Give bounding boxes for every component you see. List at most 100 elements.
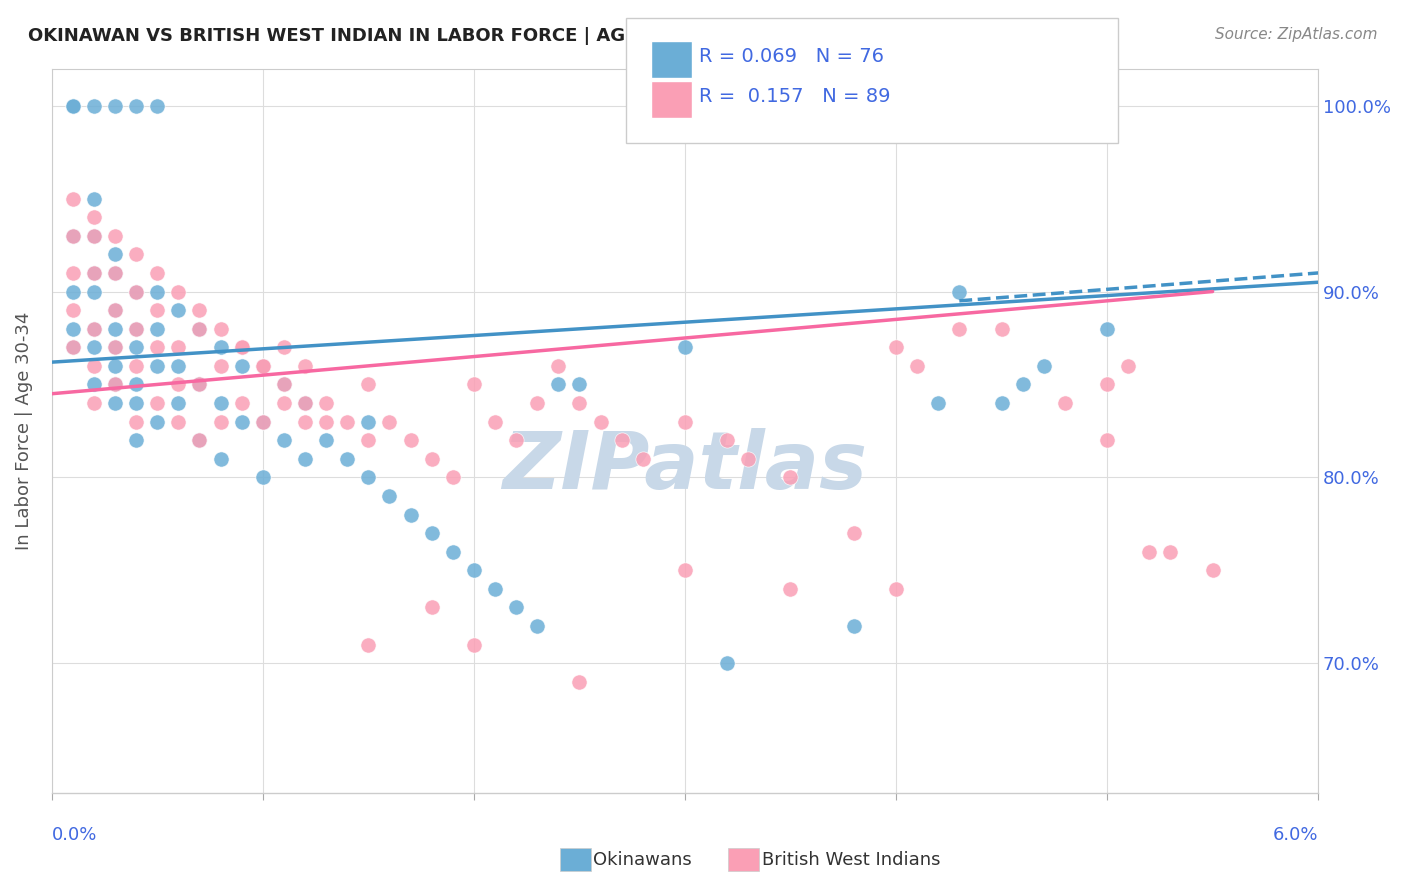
Point <box>526 619 548 633</box>
Point <box>779 582 801 596</box>
Point <box>62 266 84 280</box>
Point <box>125 285 148 299</box>
Point <box>188 377 211 392</box>
Point <box>1095 321 1118 335</box>
Point <box>273 377 295 392</box>
Point <box>188 321 211 335</box>
Point <box>420 600 443 615</box>
Point <box>294 396 316 410</box>
Point <box>631 451 654 466</box>
Point <box>104 266 127 280</box>
Point <box>146 396 169 410</box>
Point <box>378 489 401 503</box>
Point <box>62 340 84 354</box>
Point <box>948 321 970 335</box>
Point <box>315 415 337 429</box>
Point <box>547 377 569 392</box>
Point <box>104 247 127 261</box>
Point <box>83 359 105 373</box>
Point <box>125 321 148 335</box>
Point <box>209 321 232 335</box>
Point <box>146 415 169 429</box>
Point <box>188 433 211 447</box>
Point <box>779 470 801 484</box>
Text: British West Indians: British West Indians <box>762 851 941 869</box>
Y-axis label: In Labor Force | Age 30-34: In Labor Force | Age 30-34 <box>15 311 32 550</box>
Point <box>83 396 105 410</box>
Point <box>83 210 105 224</box>
Point <box>378 415 401 429</box>
Point <box>990 396 1012 410</box>
Point <box>357 415 380 429</box>
Point <box>83 266 105 280</box>
Point <box>252 359 274 373</box>
Point <box>1011 377 1033 392</box>
Point <box>273 377 295 392</box>
Point <box>209 340 232 354</box>
Point <box>568 377 591 392</box>
Point <box>884 582 907 596</box>
Point <box>568 674 591 689</box>
Point <box>357 470 380 484</box>
Point <box>104 340 127 354</box>
Point <box>484 415 506 429</box>
Point <box>167 285 190 299</box>
Point <box>273 433 295 447</box>
Point <box>505 433 527 447</box>
Point <box>167 359 190 373</box>
Point <box>125 415 148 429</box>
Point <box>526 396 548 410</box>
Text: R = 0.069   N = 76: R = 0.069 N = 76 <box>699 46 884 66</box>
Point <box>1032 359 1054 373</box>
Point <box>62 321 84 335</box>
Point <box>188 433 211 447</box>
Point <box>273 340 295 354</box>
Point <box>884 340 907 354</box>
Point <box>188 321 211 335</box>
Text: Okinawans: Okinawans <box>593 851 692 869</box>
Point <box>146 98 169 112</box>
Point <box>252 359 274 373</box>
Point <box>610 433 633 447</box>
Point <box>948 285 970 299</box>
Point <box>167 340 190 354</box>
Point <box>252 470 274 484</box>
Point <box>842 619 865 633</box>
Point <box>62 228 84 243</box>
Point <box>167 377 190 392</box>
Point <box>104 359 127 373</box>
Point <box>505 600 527 615</box>
Point <box>125 433 148 447</box>
Point <box>231 340 253 354</box>
Point <box>83 321 105 335</box>
Point <box>252 359 274 373</box>
Point <box>399 433 422 447</box>
Point <box>125 359 148 373</box>
Point <box>104 396 127 410</box>
Point <box>737 451 759 466</box>
Point <box>315 433 337 447</box>
Point <box>441 544 464 558</box>
Point <box>231 396 253 410</box>
Point <box>294 359 316 373</box>
Point <box>294 415 316 429</box>
Point <box>167 396 190 410</box>
Point <box>83 228 105 243</box>
Point <box>83 340 105 354</box>
Point <box>357 638 380 652</box>
Point <box>188 303 211 318</box>
Point <box>125 377 148 392</box>
Point <box>231 415 253 429</box>
Point <box>209 415 232 429</box>
Text: OKINAWAN VS BRITISH WEST INDIAN IN LABOR FORCE | AGE 30-34 CORRELATION CHART: OKINAWAN VS BRITISH WEST INDIAN IN LABOR… <box>28 27 922 45</box>
Point <box>463 377 485 392</box>
Point <box>62 192 84 206</box>
Point <box>62 303 84 318</box>
Point <box>104 377 127 392</box>
Point <box>125 321 148 335</box>
Point <box>905 359 928 373</box>
Point <box>62 228 84 243</box>
Point <box>673 415 696 429</box>
Point <box>252 415 274 429</box>
Point <box>104 303 127 318</box>
